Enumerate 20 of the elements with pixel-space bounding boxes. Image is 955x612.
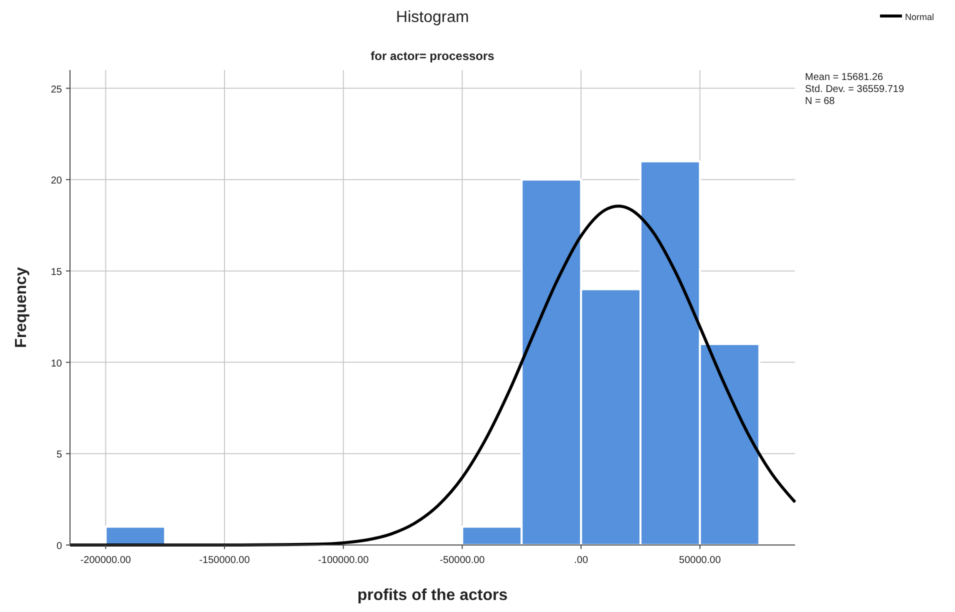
y-tick-label: 25	[50, 84, 62, 96]
y-tick-label: 5	[56, 450, 62, 461]
legend-label: Normal	[905, 12, 934, 22]
x-tick-label: -100000.00	[318, 555, 370, 566]
y-tick-label: 10	[50, 358, 62, 370]
x-tick-label: -200000.00	[80, 555, 132, 566]
chart-subtitle: for actor= processors	[370, 49, 495, 63]
x-tick-label: -50000.00	[440, 555, 486, 566]
text: N = 68	[805, 96, 836, 107]
x-tick-label: -150000.00	[199, 555, 250, 566]
y-tick-label: 0	[56, 541, 62, 552]
chart-title: Histogram	[396, 9, 469, 26]
x-tick-label: 50000.00	[679, 555, 722, 566]
y-axis-title: Frequency	[13, 266, 30, 348]
x-axis-title: profits of the actors	[357, 587, 508, 604]
x-tick-label: .00	[574, 555, 588, 566]
y-tick-label: 20	[50, 176, 62, 187]
y-tick-label: 15	[50, 266, 62, 278]
text: Std. Dev. = 36559.719	[805, 84, 904, 95]
text: Mean = 15681.26	[805, 72, 884, 83]
